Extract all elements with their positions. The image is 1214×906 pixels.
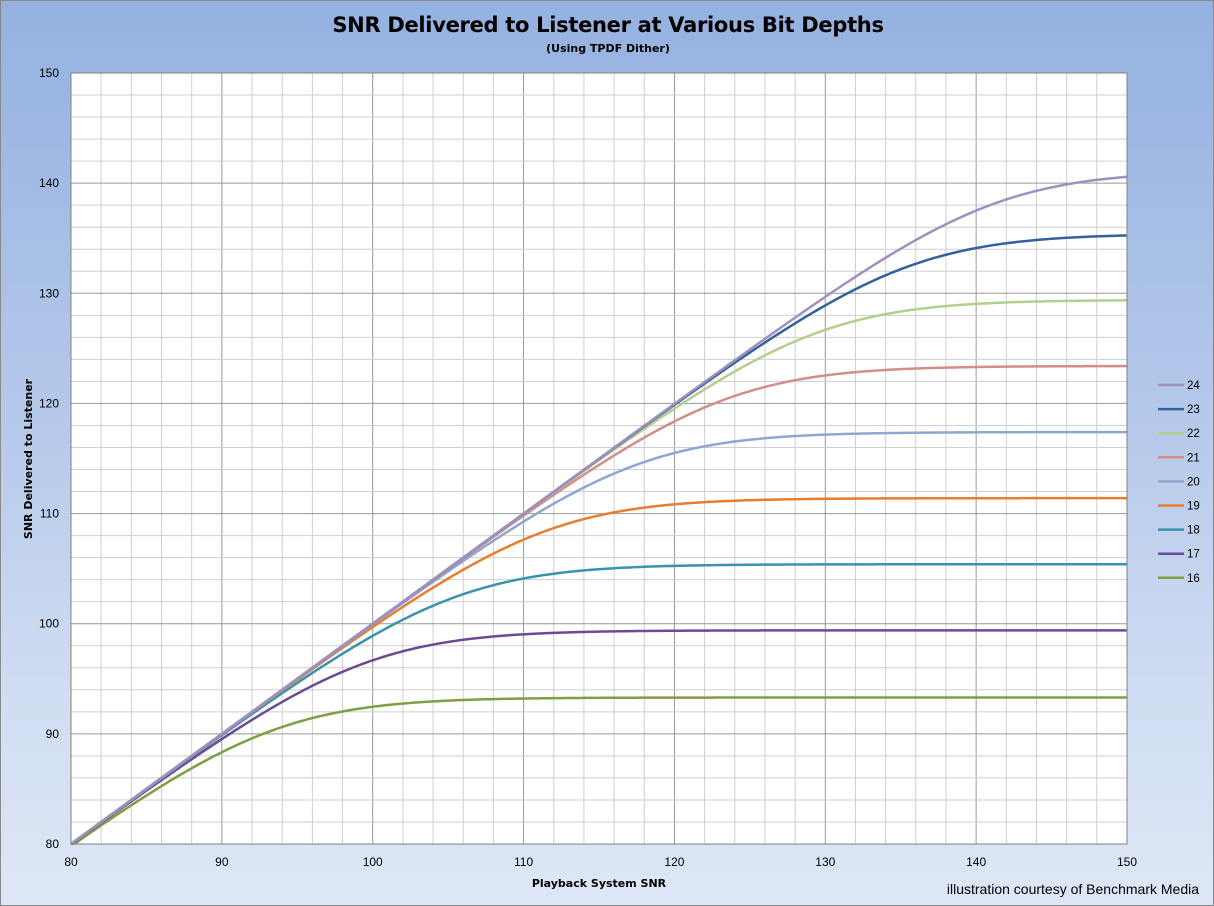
chart-subtitle: (Using TPDF Dither)	[546, 42, 670, 55]
y-tick-label: 130	[39, 286, 59, 300]
y-tick-labels: 80 90 100 110 120 130 140 150	[39, 66, 59, 851]
grid	[70, 72, 1128, 845]
x-axis-label: Playback System SNR	[532, 877, 667, 890]
legend-label-23: 23	[1187, 404, 1200, 416]
plot-border	[70, 72, 1128, 845]
series-line-17	[70, 629, 1127, 846]
x-tick-label: 130	[815, 855, 835, 869]
chart-title: SNR Delivered to Listener at Various Bit…	[332, 13, 884, 37]
legend-label-24: 24	[1187, 380, 1200, 392]
x-tick-labels: 80 90 100 110 120 130 140 150	[64, 855, 1137, 869]
y-tick-label: 110	[40, 507, 59, 521]
series-lines	[70, 175, 1128, 846]
legend-label-19: 19	[1187, 501, 1200, 513]
legend: 24 23 22 21 20 19 18 17 16	[1158, 380, 1200, 585]
x-tick-label: 90	[215, 855, 229, 869]
x-tick-label: 120	[664, 855, 684, 869]
y-tick-label: 100	[39, 617, 59, 631]
y-tick-label: 140	[39, 176, 59, 190]
x-tick-label: 140	[966, 855, 986, 869]
credit-text: illustration courtesy of Benchmark Media	[946, 881, 1199, 897]
y-tick-label: 120	[39, 396, 59, 410]
legend-label-16: 16	[1187, 573, 1200, 585]
legend-label-17: 17	[1187, 549, 1200, 561]
x-tick-label: 100	[363, 855, 383, 869]
legend-label-18: 18	[1187, 525, 1200, 537]
legend-label-22: 22	[1187, 428, 1200, 440]
x-tick-label: 80	[64, 855, 78, 869]
series-line-24	[70, 175, 1128, 846]
x-tick-label: 110	[514, 855, 533, 869]
y-axis-label: SNR Delivered to Listener	[22, 378, 35, 539]
y-tick-label: 80	[46, 837, 60, 851]
series-line-16	[70, 696, 1127, 846]
x-tick-label: 150	[1117, 855, 1137, 869]
legend-label-20: 20	[1187, 476, 1200, 488]
y-tick-label: 150	[39, 66, 59, 80]
legend-label-21: 21	[1187, 452, 1200, 464]
y-tick-label: 90	[46, 727, 60, 741]
